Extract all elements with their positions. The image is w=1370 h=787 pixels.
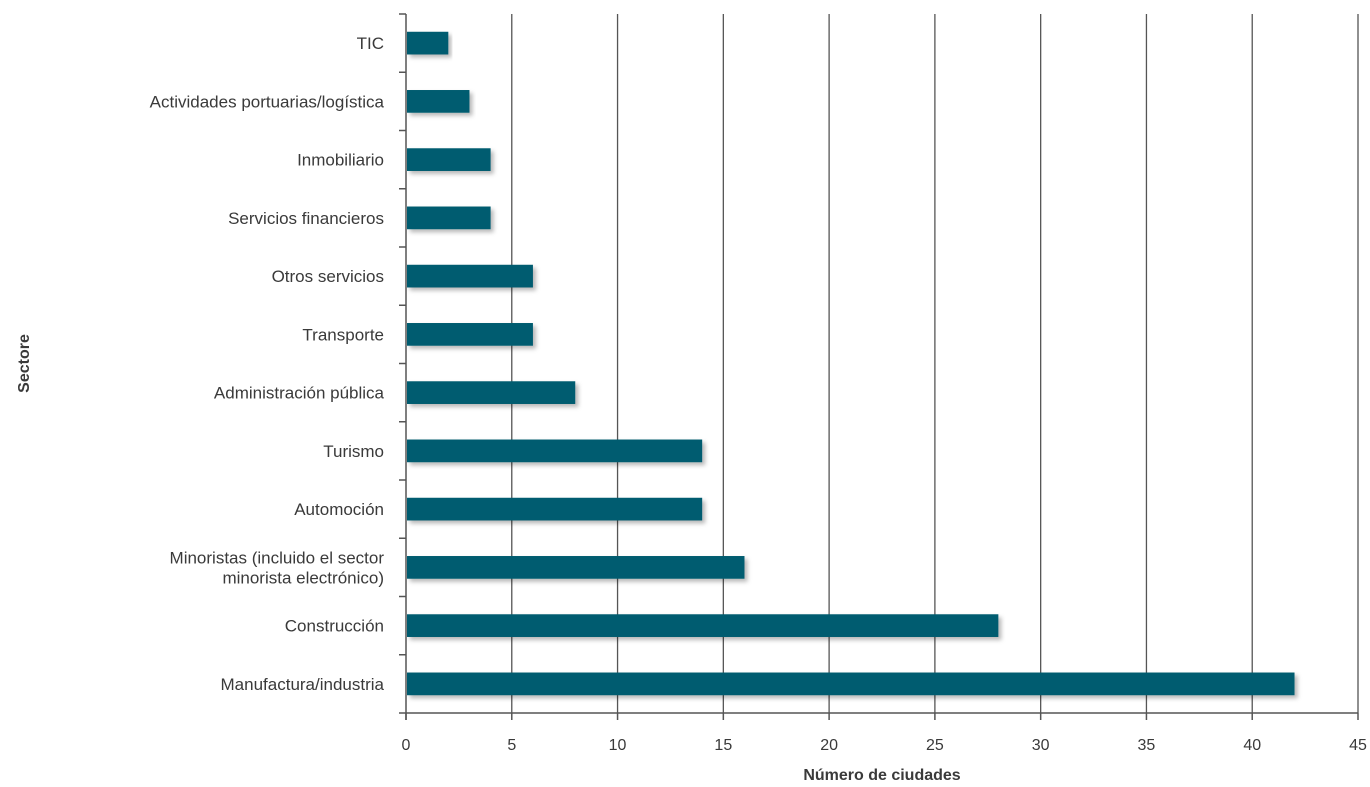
y-category-label: Inmobiliario [297, 151, 384, 170]
axes [399, 13, 1359, 720]
y-category-label: Otros servicios [272, 267, 384, 286]
y-axis-title: Sectore [16, 334, 33, 393]
x-tick-label: 35 [1138, 737, 1156, 754]
y-category-label: Minoristas (incluido el sector minorista … [170, 548, 385, 587]
x-tick-label: 0 [402, 737, 411, 754]
bar [407, 556, 745, 579]
bar [407, 381, 576, 404]
bar [407, 264, 533, 288]
x-tick-label: 40 [1243, 737, 1261, 754]
y-category-label: Administración pública [214, 384, 385, 403]
bar [407, 148, 491, 171]
bar [407, 206, 491, 230]
x-tick-labels: 0 5 10 15 20 25 30 35 40 45 [402, 737, 1367, 754]
y-category-label: Construcción [285, 617, 384, 636]
y-category-label: Transporte [302, 325, 384, 344]
bar [407, 323, 533, 346]
x-tick-label: 30 [1032, 737, 1050, 754]
bar [407, 31, 449, 55]
bar [407, 497, 703, 521]
y-category-label: Manufactura/industria [221, 675, 385, 694]
bars [407, 31, 1295, 696]
y-category-label: Servicios financieros [228, 209, 384, 228]
category-labels: TIC Actividades portuarias/logística Inmob… [150, 34, 385, 694]
x-tick-label: 25 [926, 737, 944, 754]
bar [407, 439, 703, 463]
y-category-label: Actividades portuarias/logística [150, 92, 385, 111]
bar [407, 614, 999, 637]
y-category-label: Turismo [323, 442, 384, 461]
x-tick-label: 45 [1349, 737, 1367, 754]
x-tick-label: 15 [714, 737, 732, 754]
x-tick-label: 10 [609, 737, 627, 754]
y-category-label: Automoción [294, 500, 384, 519]
x-tick-label: 5 [507, 737, 516, 754]
bar [407, 672, 1295, 696]
y-category-label: TIC [357, 34, 384, 53]
x-tick-label: 20 [820, 737, 838, 754]
bar [407, 90, 470, 113]
x-axis-title: Número de ciudades [803, 767, 960, 784]
gridlines [511, 14, 1359, 713]
